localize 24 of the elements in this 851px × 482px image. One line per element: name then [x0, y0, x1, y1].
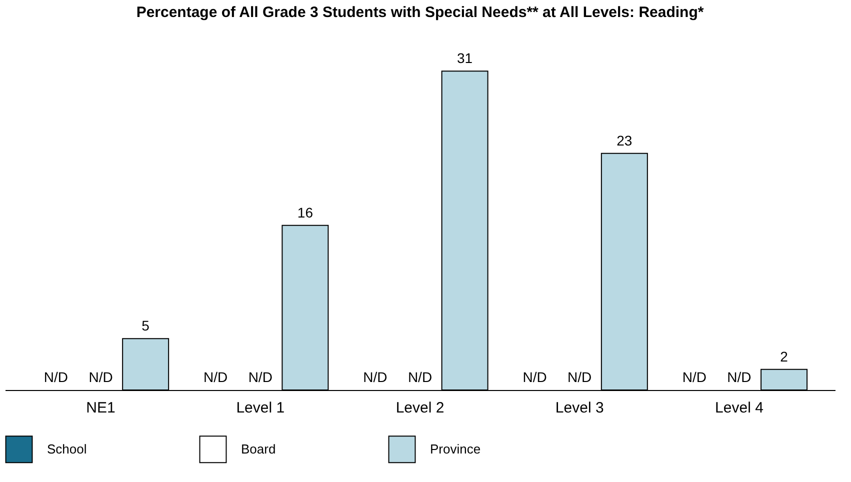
- text: N/D: [363, 369, 388, 385]
- text: N/D: [408, 369, 432, 385]
- text: N/D: [88, 369, 113, 385]
- text: N/D: [204, 369, 228, 385]
- chart-title: Percentage of All Grade 3 Students with Special Needs** at All Levels: Reading*: [136, 4, 704, 21]
- data-label: 16: [297, 204, 314, 220]
- text: N/D: [522, 369, 547, 385]
- legend-label: Province: [430, 441, 481, 456]
- data-label: 23: [616, 132, 632, 148]
- data-label: 2: [780, 348, 788, 364]
- x-tick-label: Level 1: [236, 400, 285, 416]
- data-label: 5: [142, 318, 150, 334]
- legend-label: Board: [241, 441, 276, 456]
- x-tick-label: Level 4: [715, 400, 764, 416]
- text: N/D: [727, 369, 752, 385]
- text: N/D: [682, 369, 706, 385]
- x-tick-label: Level 3: [555, 400, 604, 416]
- text: N/D: [568, 369, 592, 385]
- x-tick-label: NE1: [86, 400, 116, 416]
- text: N/D: [44, 369, 68, 385]
- legend-label: School: [47, 441, 87, 456]
- x-tick-label: Level 2: [396, 400, 444, 416]
- text: N/D: [248, 369, 272, 385]
- data-label: 31: [457, 50, 473, 66]
